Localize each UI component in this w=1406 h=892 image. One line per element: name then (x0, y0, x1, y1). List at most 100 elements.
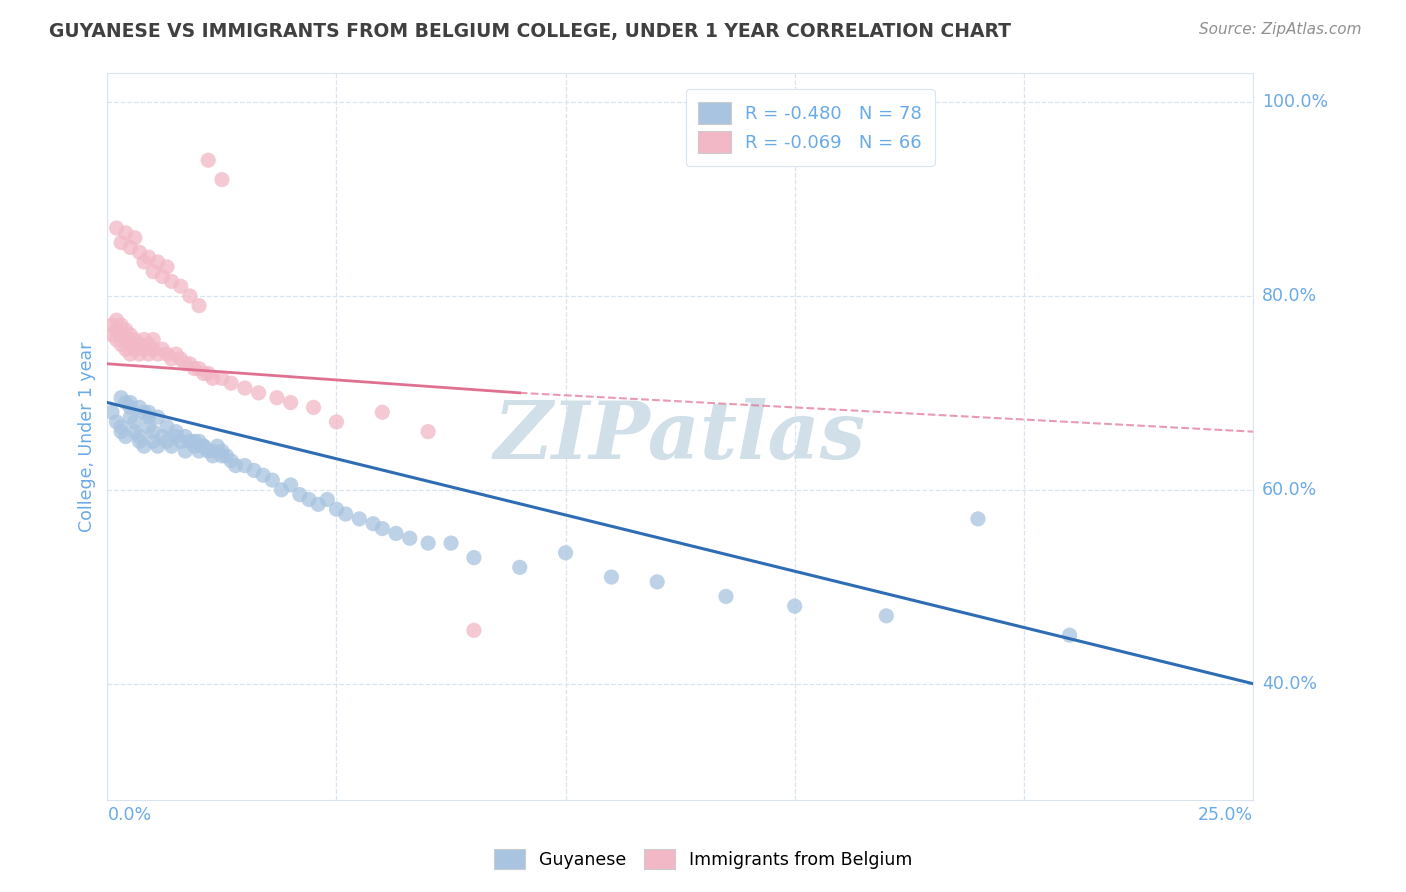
Point (967, 512, 990, 526)
Point (138, 250, 160, 264)
Point (110, 337, 132, 351)
Point (114, 226, 136, 240)
Y-axis label: College, Under 1 year: College, Under 1 year (79, 342, 96, 532)
Point (170, 279, 193, 293)
Point (110, 318, 132, 332)
Point (142, 333, 165, 347)
Point (105, 313, 128, 327)
Point (188, 299, 211, 313)
Point (361, 516, 384, 531)
Point (247, 385, 270, 400)
Point (128, 429, 150, 443)
Point (463, 624, 485, 638)
Point (307, 497, 329, 511)
Point (120, 410, 142, 425)
Point (156, 419, 179, 434)
Point (193, 439, 215, 453)
Point (783, 599, 806, 614)
Point (128, 337, 150, 351)
Point (288, 488, 311, 502)
Point (138, 419, 160, 434)
Point (197, 367, 219, 381)
Point (201, 444, 224, 458)
Point (160, 351, 183, 366)
Point (110, 391, 132, 405)
Point (1059, 628, 1081, 642)
Point (211, 444, 233, 458)
Point (101, 405, 124, 419)
Text: GUYANESE VS IMMIGRANTS FROM BELGIUM COLLEGE, UNDER 1 YEAR CORRELATION CHART: GUYANESE VS IMMIGRANTS FROM BELGIUM COLL… (49, 22, 1011, 41)
Text: 25.0%: 25.0% (1198, 805, 1253, 824)
Point (132, 333, 155, 347)
Point (270, 483, 292, 497)
Point (280, 478, 302, 492)
Point (463, 550, 485, 565)
Point (114, 343, 136, 357)
Point (150, 429, 173, 443)
Point (416, 536, 439, 550)
Point (124, 415, 146, 429)
Point (165, 429, 187, 443)
Text: 40.0%: 40.0% (1263, 674, 1317, 693)
Point (120, 240, 142, 254)
Point (349, 512, 371, 526)
Point (600, 570, 623, 584)
Point (554, 546, 576, 560)
Point (120, 347, 142, 361)
Point (114, 323, 136, 337)
Point (138, 410, 160, 425)
Point (385, 526, 408, 541)
Point (101, 318, 124, 332)
Point (146, 410, 169, 425)
Point (188, 444, 211, 458)
Point (215, 449, 238, 463)
Point (201, 449, 224, 463)
Point (128, 401, 150, 415)
Point (128, 347, 150, 361)
Point (101, 327, 124, 342)
Text: ZIPatlas: ZIPatlas (494, 398, 866, 475)
Point (302, 401, 325, 415)
Point (124, 231, 146, 245)
Point (156, 260, 179, 274)
Point (183, 361, 205, 376)
Point (243, 463, 266, 477)
Point (110, 419, 132, 434)
Point (165, 347, 187, 361)
Point (219, 453, 242, 467)
Point (335, 507, 357, 521)
Point (183, 439, 205, 453)
Point (156, 434, 179, 449)
Point (714, 590, 737, 604)
Point (128, 245, 150, 260)
Point (188, 361, 211, 376)
Point (110, 425, 132, 439)
Point (371, 405, 394, 419)
Point (138, 337, 160, 351)
Point (219, 376, 242, 391)
Legend: R = -0.480   N = 78, R = -0.069   N = 66: R = -0.480 N = 78, R = -0.069 N = 66 (686, 89, 935, 166)
Point (440, 536, 463, 550)
Point (371, 522, 394, 536)
Point (114, 395, 136, 409)
Point (120, 395, 142, 409)
Point (142, 425, 165, 439)
Point (233, 381, 256, 395)
Text: 60.0%: 60.0% (1263, 481, 1317, 499)
Point (875, 608, 897, 623)
Point (179, 289, 201, 303)
Point (170, 434, 193, 449)
Point (156, 347, 179, 361)
Point (142, 343, 165, 357)
Point (233, 458, 256, 473)
Point (183, 434, 205, 449)
Point (150, 343, 173, 357)
Point (193, 367, 215, 381)
Point (114, 333, 136, 347)
Point (142, 265, 165, 279)
Point (105, 323, 128, 337)
Point (398, 531, 420, 545)
Point (160, 439, 183, 453)
Point (174, 429, 197, 443)
Legend: Guyanese, Immigrants from Belgium: Guyanese, Immigrants from Belgium (486, 842, 920, 876)
